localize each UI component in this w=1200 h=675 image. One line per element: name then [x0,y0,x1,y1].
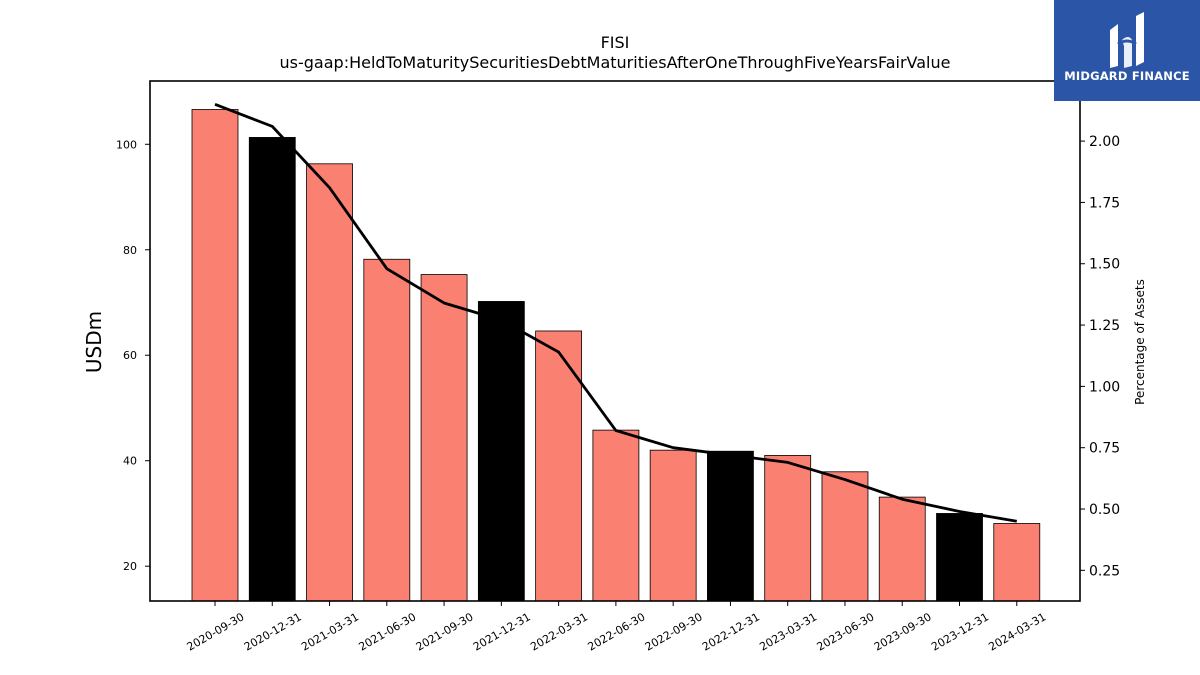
y2-tick-label: 1.00 [1089,379,1120,395]
bar-2023-12-31 [936,513,983,602]
y2-tick-label: 2.00 [1089,134,1120,150]
bar-2023-09-30 [878,496,926,602]
x-tick-label: 2024-03-31 [986,610,1048,653]
y2-tick-label: 0.25 [1089,563,1120,579]
bar-2023-06-30 [821,471,869,602]
y2-tick-label: 1.50 [1089,257,1120,273]
bar-2022-03-31 [535,330,583,602]
x-tick-label: 2023-03-31 [757,610,819,653]
x-tick-label: 2023-09-30 [872,610,934,653]
bar-2021-12-31 [477,301,525,602]
y2-tick-label: 1.25 [1089,318,1120,334]
chart-title: FISI [601,33,630,52]
y-tick-label: 60 [123,349,137,362]
midgard-logo-mark-icon [1110,12,1144,68]
bar-2020-12-31 [248,137,296,602]
bar-2022-12-31 [707,450,754,602]
bar-2023-03-31 [764,455,812,602]
brand-logo: MIDGARD FINANCE [1054,0,1200,101]
bar-2022-09-30 [649,449,697,602]
y-axis-label: USDm [82,311,106,373]
bar-2021-06-30 [363,258,411,602]
x-tick-label: 2022-06-30 [586,610,648,653]
x-tick-label: 2020-12-31 [242,610,304,653]
bars-layer [191,109,1041,602]
y-tick-label: 20 [123,560,137,573]
x-tick-label: 2021-06-30 [356,610,418,653]
bar-2021-03-31 [306,163,353,602]
brand-name: MIDGARD FINANCE [1064,69,1190,83]
y2-tick-label: 0.50 [1089,502,1120,518]
plot-frame [149,80,1081,602]
x-tick-label: 2021-03-31 [299,610,361,653]
x-tick-label: 2021-12-31 [471,610,533,653]
y-tick-label: 40 [123,455,137,468]
x-tick-label: 2020-09-30 [185,610,247,653]
x-tick-label: 2022-03-31 [528,610,590,653]
bar-2024-03-31 [993,523,1041,602]
y2-tick-label: 1.75 [1089,195,1120,211]
y2-tick-label: 0.75 [1089,441,1120,457]
y-tick-label: 80 [123,244,137,257]
y2-axis-label: Percentage of Assets [1133,279,1147,405]
bar-2020-09-30 [191,109,239,602]
line-layer [214,102,1018,523]
x-tick-label: 2023-06-30 [815,610,877,653]
x-tick-label: 2022-12-31 [700,610,762,653]
percentage-line [214,102,1018,523]
bar-2021-09-30 [420,274,468,602]
y-tick-label: 100 [116,138,137,151]
x-tick-label: 2023-12-31 [929,610,991,653]
x-tick-label: 2022-09-30 [643,610,705,653]
chart-subtitle: us-gaap:HeldToMaturitySecuritiesDebtMatu… [280,53,951,72]
x-tick-label: 2021-09-30 [414,610,476,653]
bar-2022-06-30 [592,429,640,602]
